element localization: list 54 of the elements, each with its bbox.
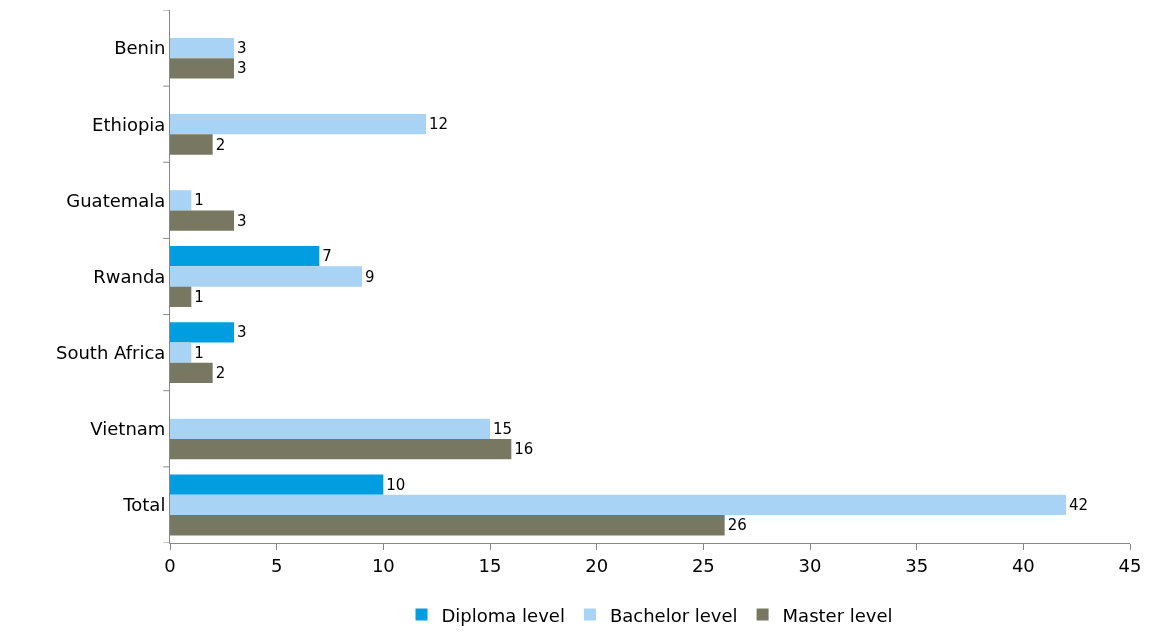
x-tick-label: 20 xyxy=(585,554,609,576)
x-tick-label: 10 xyxy=(371,554,395,576)
data-label: 7 xyxy=(322,247,332,266)
data-label: 3 xyxy=(237,59,247,78)
x-tick-label: 40 xyxy=(1011,554,1035,576)
bar xyxy=(170,58,234,79)
data-label: 3 xyxy=(237,39,247,58)
legend-label: Diploma level xyxy=(441,604,565,626)
y-tick-label: Vietnam xyxy=(90,418,166,440)
bar xyxy=(170,494,1066,516)
y-tick-label: Guatemala xyxy=(66,189,166,211)
bar xyxy=(170,286,192,307)
y-tick-label: Ethiopia xyxy=(92,113,166,135)
data-label: 2 xyxy=(215,363,226,382)
data-label: 16 xyxy=(514,440,534,459)
x-tick-label: 25 xyxy=(691,554,715,576)
bar xyxy=(170,515,725,536)
data-label: 26 xyxy=(727,516,747,535)
data-label: 1 xyxy=(194,343,204,362)
bar xyxy=(170,190,192,211)
bar xyxy=(170,342,192,363)
bar xyxy=(170,37,234,59)
data-label: 3 xyxy=(237,323,247,342)
x-tick-label: 0 xyxy=(164,554,176,576)
data-label: 10 xyxy=(386,475,406,494)
bar xyxy=(170,114,426,135)
bar xyxy=(170,134,213,155)
bar xyxy=(170,322,234,343)
x-tick-label: 5 xyxy=(270,554,283,576)
bar xyxy=(170,438,512,460)
bar xyxy=(170,474,384,495)
data-label: 15 xyxy=(493,419,513,438)
x-tick-label: 35 xyxy=(905,554,929,576)
y-tick-label: Benin xyxy=(114,37,166,59)
data-label: 1 xyxy=(194,287,204,306)
data-label: 9 xyxy=(365,267,375,286)
data-label: 3 xyxy=(237,211,247,230)
bar xyxy=(170,246,320,267)
x-tick-label: 15 xyxy=(478,554,502,576)
y-tick-label: Rwanda xyxy=(93,265,166,287)
bar xyxy=(170,266,362,287)
y-tick-label: Total xyxy=(122,494,166,516)
data-label: 12 xyxy=(429,115,449,134)
data-label: 1 xyxy=(194,191,204,210)
x-tick-label: 30 xyxy=(798,554,822,576)
bar xyxy=(170,210,234,231)
x-tick-label: 45 xyxy=(1118,554,1142,576)
bar xyxy=(170,418,490,439)
bar xyxy=(170,362,213,384)
y-tick-label: South Africa xyxy=(56,341,166,363)
legend-label: Bachelor level xyxy=(609,604,738,626)
data-label: 2 xyxy=(215,135,226,154)
data-label: 42 xyxy=(1069,495,1089,514)
legend-label: Master level xyxy=(782,604,893,626)
